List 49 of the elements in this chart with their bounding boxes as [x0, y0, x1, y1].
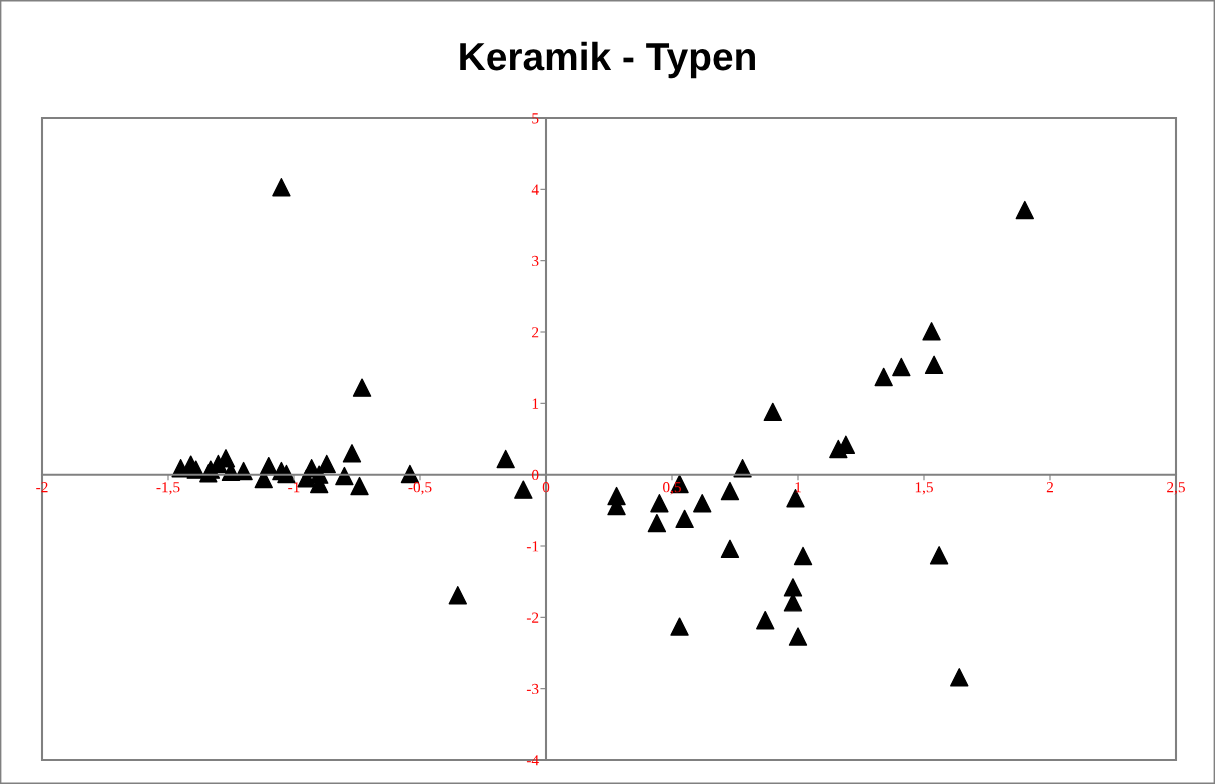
point [763, 402, 783, 422]
x-tick-label: 2,5 [1167, 482, 1185, 495]
chart-title: Keramik - Typen [460, 41, 755, 79]
y-tick-label: -4 [526, 755, 539, 766]
y-tick-label: 2 [532, 327, 539, 338]
point [650, 493, 669, 513]
x-tick-label: 0 [542, 482, 550, 493]
x-tick-label: -2 [36, 482, 48, 493]
point [693, 493, 712, 513]
x-tick-label: 1 [795, 482, 801, 493]
point [720, 539, 740, 559]
x-tick-label: 2 [1046, 482, 1053, 493]
point [272, 177, 291, 197]
point [670, 617, 689, 636]
y-tick-label: 1 [532, 398, 539, 409]
y-tick-label: -1 [526, 541, 539, 552]
x-tick-label: -0,5 [408, 482, 432, 495]
point [448, 586, 468, 605]
point [647, 513, 667, 533]
point [929, 546, 949, 565]
y-tick-label: 0 [532, 469, 539, 481]
point [793, 546, 813, 566]
point [892, 357, 911, 377]
point [350, 476, 369, 496]
point [950, 668, 969, 687]
point [922, 322, 941, 341]
point [514, 480, 533, 499]
point [496, 449, 515, 469]
point [720, 481, 740, 501]
point [675, 509, 694, 529]
point [342, 444, 362, 463]
x-tick-label: 1,5 [915, 482, 933, 495]
point [297, 469, 316, 488]
y-tick-label: 3 [532, 255, 539, 267]
y-tick-label: 5 [532, 113, 539, 124]
point [1015, 200, 1035, 220]
point [783, 593, 803, 612]
point [756, 610, 775, 630]
point [352, 378, 372, 397]
point [783, 578, 803, 597]
x-tick-label: -1,5 [156, 482, 180, 495]
y-tick-label: -2 [526, 612, 539, 623]
point [924, 355, 944, 375]
point [788, 627, 808, 646]
y-tick-label: -3 [526, 683, 539, 695]
y-tick-label: 4 [531, 184, 539, 195]
point [317, 454, 336, 474]
point [874, 367, 893, 387]
x-tick-label: -1 [288, 482, 300, 493]
